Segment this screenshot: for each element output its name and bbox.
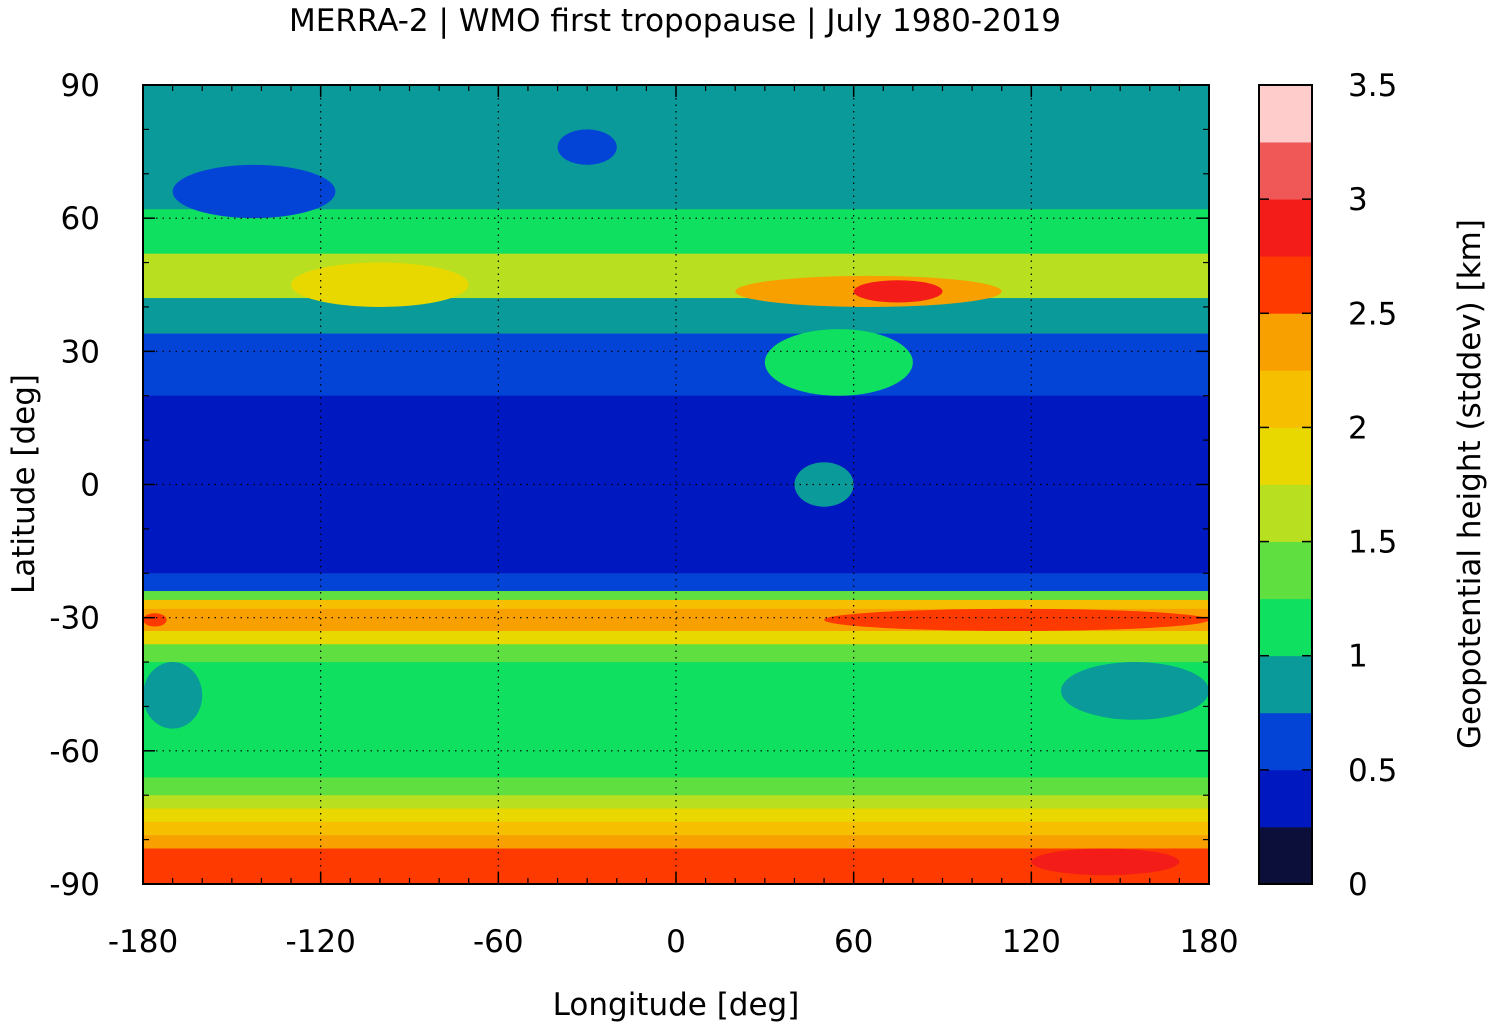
- colorbar-swatch: [1259, 142, 1312, 200]
- colorbar-swatch: [1259, 826, 1312, 885]
- colorbar-tick-label: 3: [1348, 182, 1368, 218]
- field-patch: [557, 129, 617, 165]
- field-band: [143, 662, 1209, 739]
- x-tick-label: 180: [1179, 924, 1238, 960]
- field-band: [143, 835, 1209, 849]
- field-patch: [1060, 662, 1209, 720]
- x-tick-label: 120: [1002, 924, 1061, 960]
- colorbar-swatch: [1259, 370, 1312, 428]
- colorbar-ticks: 0 0.5 1 1.5 2 2.5 3 3.5: [1259, 68, 1397, 903]
- field-band: [143, 777, 1209, 796]
- colorbar-tick-label: 1.5: [1348, 525, 1397, 561]
- y-tick-label: 60: [61, 201, 100, 237]
- colorbar-swatch: [1259, 313, 1312, 371]
- colorbar-tick-label: 2.5: [1348, 296, 1397, 332]
- colorbar-swatch: [1259, 598, 1312, 657]
- y-tick-marks: 90 60 30 0 -30 -60 -90: [49, 68, 1209, 903]
- colorbar-label: Geopotential height (stddev) [km]: [1452, 219, 1488, 749]
- x-tick-label: 60: [834, 924, 873, 960]
- colorbar-swatch: [1259, 85, 1312, 143]
- x-tick-label: -180: [108, 924, 178, 960]
- colorbar-swatch: [1259, 199, 1312, 257]
- field-band: [143, 209, 1209, 255]
- colorbar-tick-label: 3.5: [1348, 68, 1397, 104]
- y-axis-label: Latitude [deg]: [6, 374, 42, 594]
- field-band: [143, 808, 1209, 823]
- colorbar-tick-label: 0.5: [1348, 753, 1397, 789]
- field-band: [143, 821, 1209, 836]
- field-patch: [291, 262, 469, 307]
- field-band: [143, 298, 1209, 335]
- field-band: [143, 573, 1209, 592]
- colorbar-swatch: [1259, 655, 1312, 714]
- field-patch: [172, 164, 336, 219]
- x-tick-label: 0: [666, 924, 686, 960]
- field-band: [143, 644, 1209, 663]
- field-band: [143, 737, 1209, 778]
- colorbar-swatch: [1259, 256, 1312, 314]
- field-band: [143, 599, 1209, 610]
- y-tick-label: 90: [61, 68, 100, 104]
- y-tick-label: 0: [80, 468, 100, 504]
- field-patch: [143, 613, 167, 627]
- x-tick-label: -60: [473, 924, 524, 960]
- colorbar-swatch: [1259, 541, 1312, 600]
- colorbar-swatch: [1259, 427, 1312, 485]
- grid-lines: [143, 85, 1209, 884]
- y-tick-label: -30: [49, 601, 100, 637]
- colorbar-tick-label: 1: [1348, 639, 1368, 675]
- y-tick-label: -60: [49, 734, 100, 770]
- field-patch: [764, 329, 913, 396]
- field-band: [143, 795, 1209, 810]
- colorbar-swatch: [1259, 712, 1312, 771]
- y-tick-label: -90: [49, 867, 100, 903]
- colorbar-swatch: [1259, 484, 1312, 542]
- field-patch: [824, 608, 1209, 631]
- colorbar-frame: [1258, 84, 1313, 885]
- field-band: [143, 591, 1209, 601]
- y-tick-label: 30: [61, 334, 100, 370]
- colorbar-tick-label: 0: [1348, 867, 1368, 903]
- x-tick-label: -120: [285, 924, 355, 960]
- colorbar-swatch: [1259, 769, 1312, 828]
- field-patch: [853, 280, 943, 303]
- colorbar: [1259, 85, 1312, 885]
- field-patch: [1031, 848, 1180, 876]
- x-axis-label: Longitude [deg]: [553, 987, 800, 1023]
- field-patch: [143, 662, 203, 729]
- colorbar-tick-label: 2: [1348, 410, 1368, 446]
- x-tick-marks: -180 -120 -60 0 60 120 180: [108, 85, 1239, 960]
- field-patch: [794, 462, 854, 507]
- chart-title: MERRA-2 | WMO first tropopause | July 19…: [289, 3, 1061, 39]
